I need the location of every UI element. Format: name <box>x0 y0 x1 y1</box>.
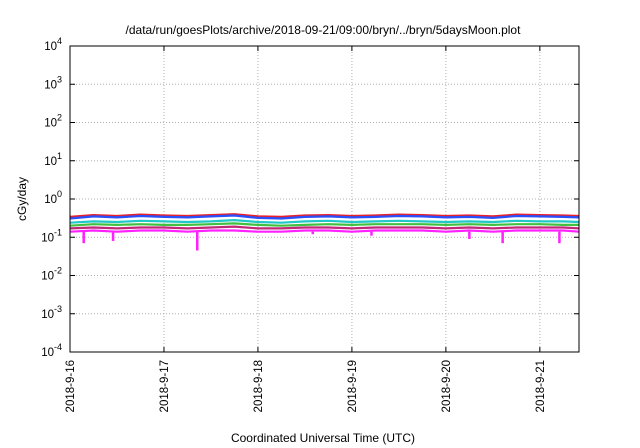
y-tick-label: 10-2 <box>41 266 62 283</box>
x-tick-label: 2018-9-21 <box>535 360 547 412</box>
x-tick-label: 2018-9-17 <box>159 360 171 412</box>
y-tick-label: 102 <box>44 113 62 130</box>
grid <box>69 46 579 352</box>
series-line-6 <box>69 229 580 233</box>
y-tick-label: 103 <box>44 74 62 91</box>
y-tick-label: 101 <box>44 151 62 168</box>
chart-title: /data/run/goesPlots/archive/2018-09-21/0… <box>126 23 522 37</box>
x-axis: 2018-9-16 2018-9-17 2018-9-18 2018-9-19 2018… <box>65 46 547 412</box>
y-tick-label: 104 <box>44 36 62 53</box>
series-line-4 <box>69 222 579 227</box>
x-tick-label: 2018-9-19 <box>347 360 359 412</box>
y-tick-label: 10-3 <box>41 304 62 321</box>
series-line-3 <box>69 219 580 224</box>
y-axis-label: cGy/day <box>15 177 29 221</box>
y-tick-label: 10-4 <box>41 342 62 359</box>
y-tick-label: 10-1 <box>41 227 62 244</box>
series-line-2 <box>69 214 580 220</box>
x-tick-label: 2018-9-18 <box>253 360 265 412</box>
series-line-5 <box>69 225 580 230</box>
series-group <box>69 213 580 251</box>
y-axis: 10-4 10-3 10-2 10-1 100 101 102 103 104 <box>41 36 579 359</box>
x-tick-label: 2018-9-20 <box>441 360 453 412</box>
x-tick-label: 2018-9-16 <box>65 360 77 412</box>
series-line-1 <box>69 213 580 218</box>
y-tick-label: 100 <box>44 189 62 206</box>
x-axis-label: Coordinated Universal Time (UTC) <box>231 431 415 445</box>
